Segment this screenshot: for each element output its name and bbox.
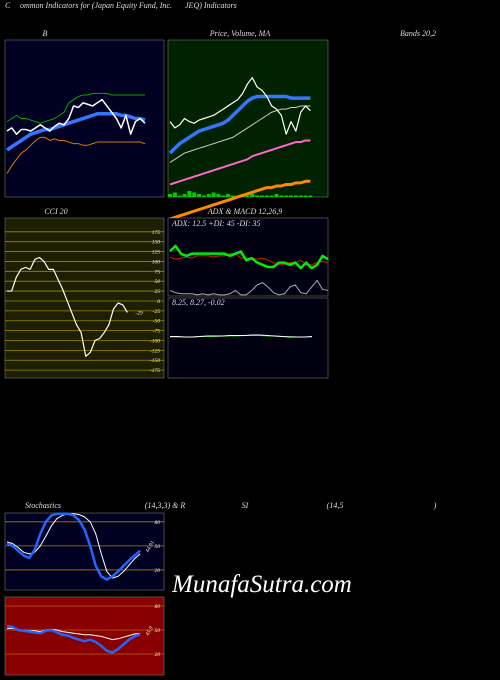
y-tick-label: 80 xyxy=(155,604,161,610)
end-value-label: -29 xyxy=(135,310,143,316)
volume-bar xyxy=(201,195,206,197)
panel xyxy=(4,596,165,676)
y-tick-label: -175 xyxy=(150,368,160,374)
series-line xyxy=(168,94,311,155)
volume-bar xyxy=(303,195,308,197)
volume-bar xyxy=(192,192,197,197)
watermark: MunafaSutra.com xyxy=(171,571,352,598)
y-tick-label: -75 xyxy=(153,329,161,335)
series-line xyxy=(6,513,141,579)
panel-title: Stochastics xyxy=(25,501,61,510)
series-line xyxy=(169,244,329,270)
volume-bar xyxy=(172,192,177,197)
y-tick-label: 25 xyxy=(155,289,161,295)
volume-bar xyxy=(308,195,313,197)
panel xyxy=(167,39,329,198)
header-left: C xyxy=(5,1,11,10)
panel-title: Price, Volume, MA xyxy=(209,29,271,38)
volume-bar xyxy=(230,195,235,197)
volume-bar xyxy=(226,194,231,197)
series-line xyxy=(6,98,146,135)
volume-bar xyxy=(284,195,289,197)
volume-bar xyxy=(264,195,269,197)
series-line xyxy=(169,179,311,221)
volume-bar xyxy=(298,195,303,197)
header-ticker: JEQ) Indicators xyxy=(185,1,237,10)
volume-bar xyxy=(216,194,221,197)
y-tick-label: 20 xyxy=(155,568,161,574)
panel-title: ADX & MACD 12,26,9 xyxy=(207,207,282,216)
volume-bar xyxy=(269,195,274,197)
panel xyxy=(167,217,329,297)
panel-title: 8.25, 8.27, -0.02 xyxy=(172,298,225,307)
series-line xyxy=(169,139,311,186)
volume-bar xyxy=(274,194,279,197)
y-tick-label: 100 xyxy=(152,259,161,265)
end-value-label: 45.9 xyxy=(144,625,155,637)
volume-bar xyxy=(182,194,187,197)
y-tick-label: 80 xyxy=(155,520,161,526)
series-line xyxy=(7,256,128,357)
y-tick-label: 75 xyxy=(155,269,161,275)
y-tick-label: 125 xyxy=(152,250,161,256)
panel-label: ) xyxy=(433,501,437,510)
volume-bar xyxy=(197,194,202,197)
volume-bar xyxy=(255,195,260,197)
panel-label: SI xyxy=(242,501,249,510)
panel-title: B xyxy=(43,29,48,38)
series-line xyxy=(6,512,141,581)
volume-bar xyxy=(245,195,250,197)
volume-bar xyxy=(187,191,192,197)
panel-title: CCI 20 xyxy=(44,207,67,216)
volume-bar xyxy=(289,195,294,197)
volume-bar xyxy=(211,192,216,197)
panel xyxy=(167,297,329,379)
volume-bar xyxy=(279,195,284,197)
series-line xyxy=(169,279,329,296)
panel-label: (14,3,3) & R xyxy=(145,501,186,510)
y-tick-label: -25 xyxy=(153,309,161,315)
volume-bar xyxy=(250,194,255,197)
series-line xyxy=(6,624,141,654)
y-tick-label: -50 xyxy=(153,319,161,325)
panel-subtitle: ADX: 12.5 +DI: 45 -DI: 35 xyxy=(171,219,261,228)
panel-subtitle: Bands 20,2 xyxy=(400,29,436,38)
y-tick-label: 50 xyxy=(155,544,161,550)
y-tick-label: -100 xyxy=(150,338,160,344)
y-tick-label: 50 xyxy=(155,279,161,285)
panel-label: (14,5 xyxy=(327,501,344,510)
volume-bar xyxy=(259,195,264,197)
series-line xyxy=(6,92,145,124)
header-title: ommon Indicators for (Japan Equity Fund,… xyxy=(20,1,172,10)
volume-bar xyxy=(177,195,182,197)
series-line xyxy=(169,77,311,135)
series-line xyxy=(6,136,146,174)
series-line xyxy=(169,105,311,163)
y-tick-label: 0 xyxy=(157,299,160,305)
volume-bar xyxy=(221,195,226,197)
y-tick-label: 175 xyxy=(152,230,161,236)
series-line xyxy=(6,112,146,152)
series-line xyxy=(170,334,313,338)
volume-bar xyxy=(206,194,211,197)
volume-bar xyxy=(168,194,172,197)
y-tick-label: 20 xyxy=(155,652,161,658)
y-tick-label: -125 xyxy=(150,348,160,354)
volume-bar xyxy=(293,195,298,197)
y-tick-label: -150 xyxy=(150,358,160,364)
y-tick-label: 50 xyxy=(155,628,161,634)
y-tick-label: 150 xyxy=(152,240,161,246)
